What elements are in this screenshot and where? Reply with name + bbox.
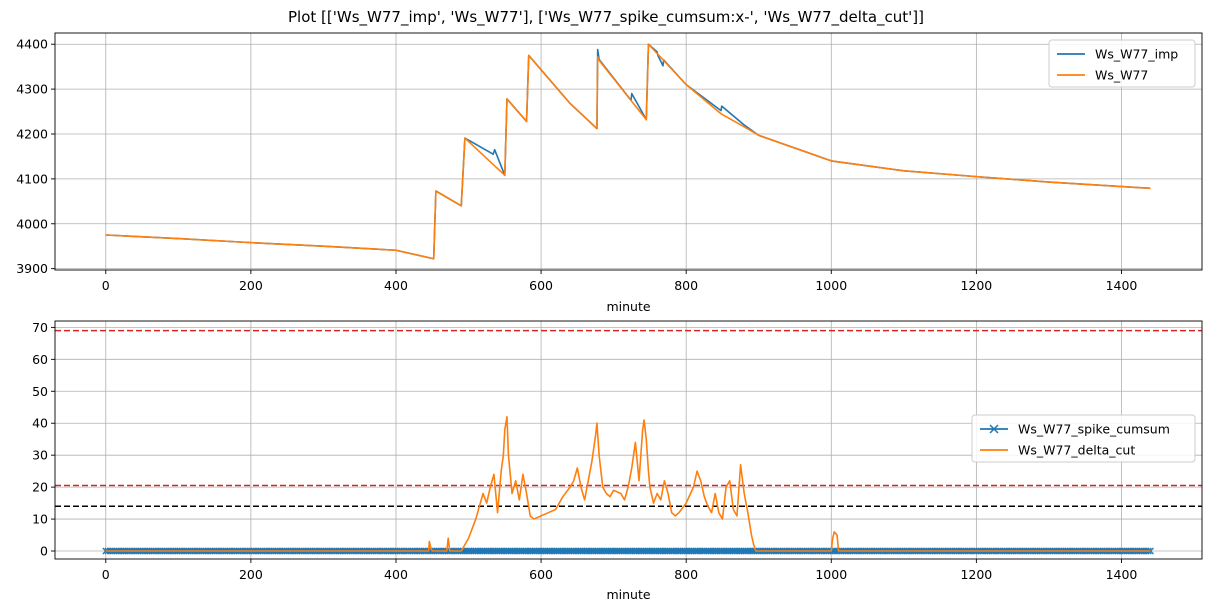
ax0-legend: Ws_W77_imp Ws_W77 — [1048, 39, 1196, 88]
ax0-xtick-label-400: 400 — [384, 278, 408, 293]
ax1-xlabel: minute — [606, 587, 650, 602]
ax1-series-1-line — [105, 416, 1151, 552]
ax1-ytick-label-70: 70 — [32, 320, 48, 335]
ax1-legend-label-0: Ws_W77_spike_cumsum — [1018, 422, 1170, 437]
ax1-xtick-label-800: 800 — [674, 567, 698, 582]
bottom-axes: 0 200 400 600 800 1000 1200 1400 0 10 20 30 40 50 60 70… — [32, 320, 1203, 602]
ax0-legend-box — [1048, 39, 1196, 88]
ax1-legend-box — [971, 414, 1196, 463]
ax1-xtick-label-1400: 1400 — [1106, 567, 1138, 582]
ax1-ytick-label-30: 30 — [32, 448, 48, 463]
ax0-xtick-label-800: 800 — [674, 278, 698, 293]
ax0-xlabel: minute — [606, 299, 650, 314]
ax1-frame — [54, 320, 1203, 560]
ax0-frame — [54, 32, 1203, 271]
ax0-plot-area — [105, 43, 1151, 260]
figure-title: Plot [['Ws_W77_imp', 'Ws_W77'], ['Ws_W77… — [288, 8, 924, 27]
ax0-series-1-line — [105, 43, 1151, 260]
ax0-ytick-label-4400: 4400 — [16, 37, 48, 52]
ax0-xtick-label-1400: 1400 — [1106, 278, 1138, 293]
ax1-xtick-label-200: 200 — [239, 567, 263, 582]
ax1-xtick-label-0: 0 — [102, 567, 110, 582]
ax1-plot-area — [55, 329, 1202, 555]
ax0-ytick-label-4200: 4200 — [16, 126, 48, 141]
ax1-legend-marker-0 — [989, 424, 999, 434]
ax1-xtick-label-1200: 1200 — [960, 567, 992, 582]
ax0-legend-label-1: Ws_W77 — [1095, 68, 1148, 83]
ax0-xtick-label-1000: 1000 — [815, 278, 847, 293]
ax0-xtick-label-0: 0 — [102, 278, 110, 293]
ax1-ytick-label-50: 50 — [32, 384, 48, 399]
ax0-ytick-label-3900: 3900 — [16, 261, 48, 276]
ax1-ytick-label-20: 20 — [32, 480, 48, 495]
ax1-ytick-label-40: 40 — [32, 416, 48, 431]
ax1-ytick-label-0: 0 — [40, 544, 48, 559]
ax0-ytick-label-4300: 4300 — [16, 82, 48, 97]
ax1-xtick-label-600: 600 — [529, 567, 553, 582]
ax1-xtick-label-400: 400 — [384, 567, 408, 582]
ax0-series-0-line — [105, 43, 1151, 260]
top-axes: 0 200 400 600 800 1000 1200 1400 3900 4000 4100 420… — [16, 32, 1203, 314]
ax1-ytick-label-60: 60 — [32, 352, 48, 367]
ax1-xtick-label-1000: 1000 — [815, 567, 847, 582]
ax0-legend-label-0: Ws_W77_imp — [1095, 47, 1178, 62]
ax0-xtick-label-200: 200 — [239, 278, 263, 293]
ax0-ytick-label-4000: 4000 — [16, 216, 48, 231]
ax1-legend-label-1: Ws_W77_delta_cut — [1018, 443, 1135, 458]
ax1-legend: Ws_W77_spike_cumsum Ws_W77_delta_cut — [971, 414, 1196, 463]
ax0-xtick-label-600: 600 — [529, 278, 553, 293]
ax0-xtick-label-1200: 1200 — [960, 278, 992, 293]
ax0-ytick-label-4100: 4100 — [16, 171, 48, 186]
ax1-ytick-label-10: 10 — [32, 512, 48, 527]
